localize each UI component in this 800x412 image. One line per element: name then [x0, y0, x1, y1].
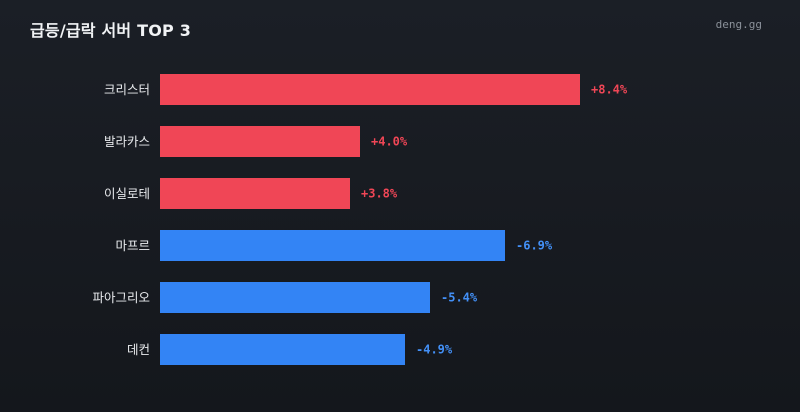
bar-positive — [160, 126, 360, 157]
value-label: +3.8% — [361, 187, 398, 201]
category-label: 이실로테 — [104, 186, 150, 201]
bar-negative — [160, 334, 405, 365]
bar-positive — [160, 74, 580, 105]
value-label: +4.0% — [371, 135, 408, 149]
category-label: 크리스터 — [104, 82, 150, 97]
category-label: 발라카스 — [104, 134, 150, 149]
value-label: +8.4% — [591, 83, 628, 97]
category-label: 파아그리오 — [92, 290, 150, 305]
value-label: -6.9% — [516, 239, 553, 253]
category-label: 데컨 — [127, 342, 150, 357]
bar-negative — [160, 230, 505, 261]
site-watermark: deng.gg — [715, 18, 762, 31]
category-label: 마프르 — [115, 238, 150, 253]
value-label: -4.9% — [416, 343, 453, 357]
bar-negative — [160, 282, 430, 313]
value-label: -5.4% — [441, 291, 478, 305]
chart-title: 급등/급락 서버 TOP 3 — [30, 21, 192, 40]
bar-positive — [160, 178, 350, 209]
